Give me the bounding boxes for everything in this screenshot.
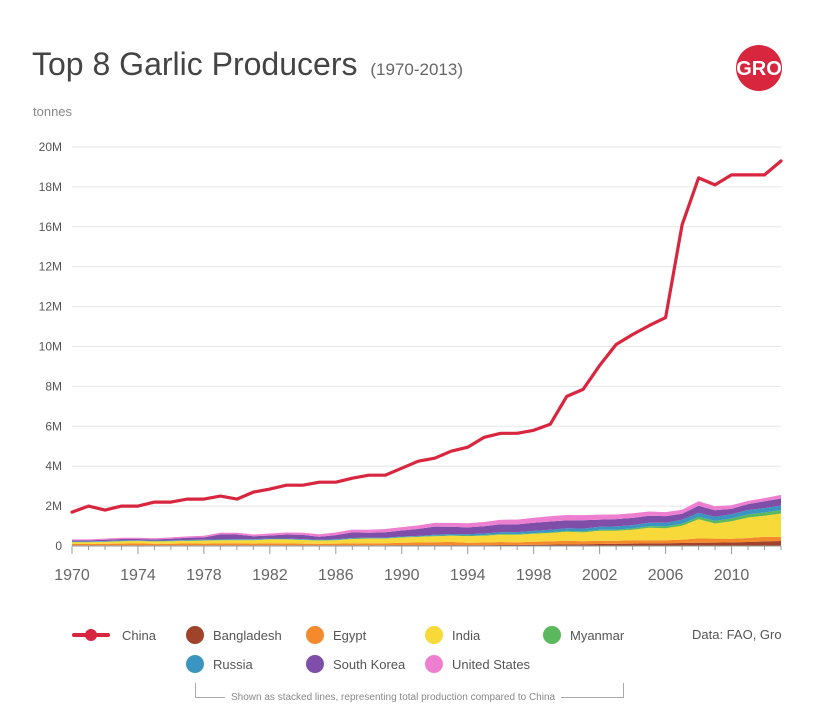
y-tick-label: 4M xyxy=(45,459,62,473)
x-tick-label: 1982 xyxy=(252,567,288,584)
x-tick-label: 1974 xyxy=(120,567,156,584)
y-tick-label: 18M xyxy=(39,180,62,194)
y-tick-label: 10M xyxy=(39,340,62,354)
stacked-area-south-korea xyxy=(72,498,781,542)
y-tick-label: 20M xyxy=(39,140,62,154)
y-tick-label: 0 xyxy=(55,539,62,553)
y-tick-label: 12M xyxy=(39,300,62,314)
stack-note: Shown as stacked lines, representing tot… xyxy=(225,692,562,703)
y-axis-unit-label: tonnes xyxy=(33,104,73,119)
x-tick-label: 1998 xyxy=(516,567,552,584)
series-line-china xyxy=(70,159,783,514)
y-tick-label: 12M xyxy=(39,260,62,274)
x-tick-label: 1970 xyxy=(54,567,90,584)
x-tick-label: 1986 xyxy=(318,567,354,584)
chart-title: Top 8 Garlic Producers (1970-2013) xyxy=(32,46,463,83)
chart-title-text: Top 8 Garlic Producers xyxy=(32,46,358,82)
x-tick-label: 1994 xyxy=(450,567,486,584)
x-tick-label: 2010 xyxy=(714,567,750,584)
stacked-area-egypt xyxy=(72,536,781,546)
x-tick-label: 2002 xyxy=(582,567,618,584)
gro-logo-text: GRO xyxy=(736,58,782,80)
y-tick-label: 16M xyxy=(39,220,62,234)
stacked-area-india xyxy=(72,513,781,544)
y-tick-label: 8M xyxy=(45,379,62,393)
x-tick-label: 1990 xyxy=(384,567,420,584)
data-source-note: Data: FAO, Gro xyxy=(692,627,782,642)
gro-logo: GRO xyxy=(736,45,782,91)
y-tick-label: 2M xyxy=(45,499,62,513)
chart-subtitle: (1970-2013) xyxy=(370,60,463,79)
x-tick-label: 1978 xyxy=(186,567,222,584)
y-tick-label: 6M xyxy=(45,419,62,433)
stacked-area-bangladesh xyxy=(72,541,781,546)
x-tick-label: 2006 xyxy=(648,567,684,584)
